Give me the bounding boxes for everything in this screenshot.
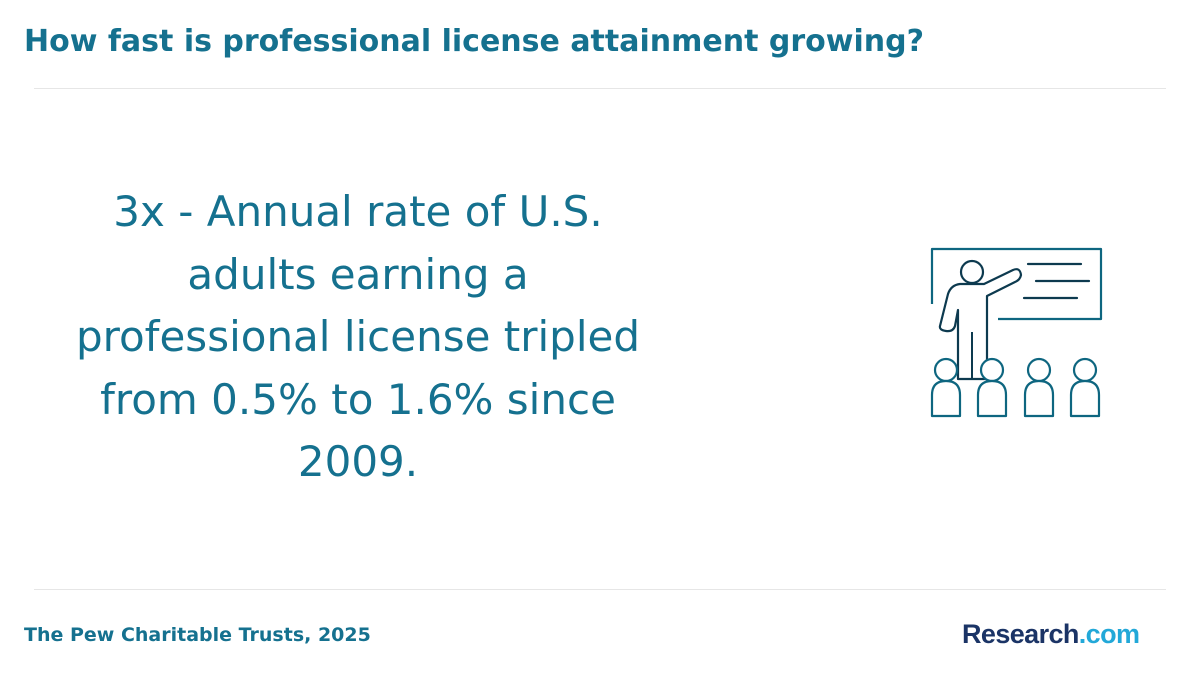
source-credit: The Pew Charitable Trusts, 2025 bbox=[24, 624, 371, 646]
brand-logo: Research.com bbox=[962, 619, 1140, 650]
teacher-presentation-icon bbox=[930, 247, 1103, 418]
bottom-divider bbox=[34, 589, 1166, 590]
brand-logo-tld: .com bbox=[1078, 619, 1140, 649]
brand-logo-main: Research bbox=[962, 619, 1079, 649]
top-divider bbox=[34, 88, 1166, 89]
page-title: How fast is professional license attainm… bbox=[24, 24, 924, 59]
stat-text: 3x - Annual rate of U.S. adults earning … bbox=[75, 187, 641, 486]
